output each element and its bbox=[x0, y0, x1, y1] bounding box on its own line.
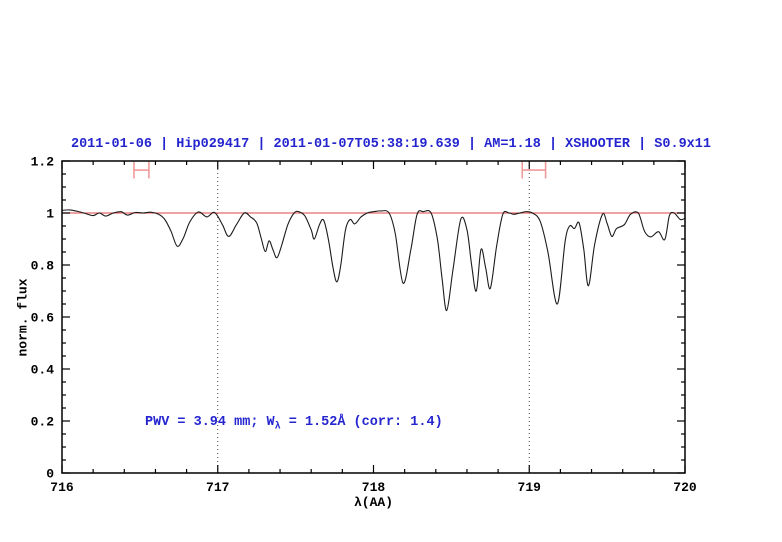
plot-frame bbox=[61, 160, 686, 474]
plot-title: 2011-01-06 | Hip029417 | 2011-01-07T05:3… bbox=[70, 137, 711, 152]
x-axis-label: λ(AA) bbox=[353, 495, 393, 510]
x-tick-label: 720 bbox=[673, 480, 697, 495]
observed-spectrum-line bbox=[61, 209, 686, 312]
pwv-annotation-prefix: PWV = 3.94 mm; W bbox=[145, 415, 275, 430]
y-tick-label: 0.6 bbox=[31, 311, 55, 326]
y-tick-label: 0 bbox=[46, 467, 54, 482]
y-tick-label: 1 bbox=[46, 207, 54, 222]
y-tick-label: 0.4 bbox=[31, 363, 55, 378]
y-tick-label: 1.2 bbox=[31, 155, 55, 170]
x-tick-label: 718 bbox=[362, 480, 386, 495]
y-tick-label: 0.2 bbox=[31, 415, 55, 430]
lambda-subscript: λ bbox=[274, 421, 281, 433]
pwv-annotation-suffix: = 1.52Å (corr: 1.4) bbox=[280, 415, 443, 430]
x-tick-label: 717 bbox=[206, 480, 229, 495]
x-tick-label: 719 bbox=[518, 480, 542, 495]
y-tick-label: 0.8 bbox=[31, 259, 55, 274]
x-tick-label: 716 bbox=[50, 480, 74, 495]
pwv-annotation: PWV = 3.94 mm; Wλ = 1.52Å (corr: 1.4) bbox=[145, 415, 443, 433]
